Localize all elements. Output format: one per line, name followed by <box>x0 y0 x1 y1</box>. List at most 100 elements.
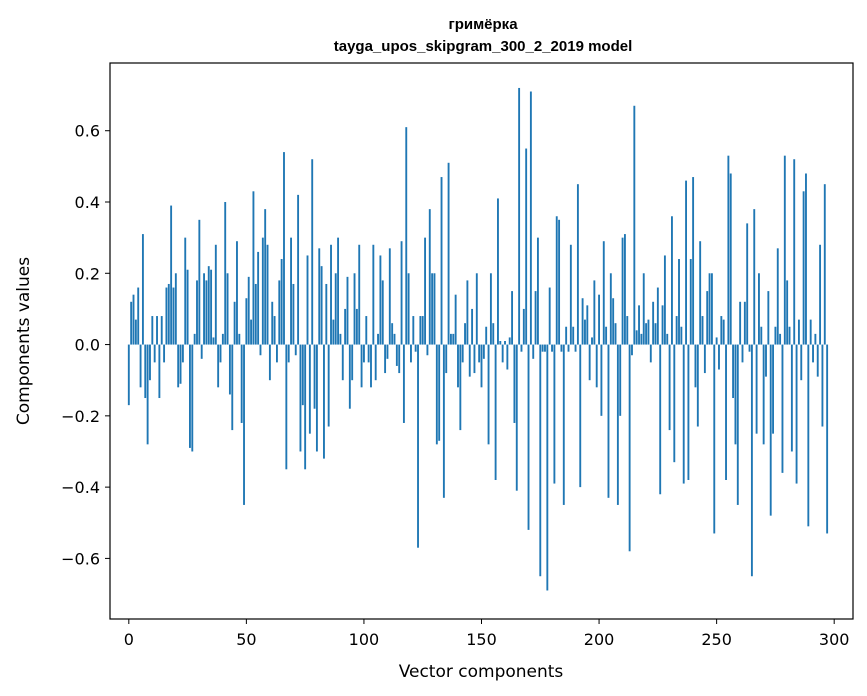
bar <box>612 298 615 345</box>
bar <box>137 287 140 345</box>
bar <box>565 326 568 345</box>
bar <box>464 323 466 345</box>
bar <box>666 333 669 345</box>
bar <box>457 344 459 388</box>
bar <box>132 294 135 345</box>
bar <box>701 316 704 345</box>
bar <box>435 344 438 445</box>
bar <box>473 344 476 374</box>
bar <box>769 344 772 516</box>
bar <box>238 333 241 345</box>
bar <box>181 344 184 363</box>
bar <box>179 344 182 384</box>
bar <box>214 244 217 345</box>
bar <box>318 248 321 345</box>
bar <box>191 344 194 452</box>
bar <box>344 308 347 345</box>
bar <box>819 244 822 345</box>
bar <box>586 305 589 345</box>
bar <box>468 344 471 377</box>
bar <box>280 259 283 345</box>
bar <box>355 308 358 345</box>
bar <box>776 248 779 345</box>
bar <box>619 344 622 416</box>
bar <box>268 344 271 381</box>
bar <box>579 344 582 488</box>
bar <box>266 244 269 345</box>
bar <box>713 344 716 534</box>
x-axis-ticks: 0 50 100 150 200 250 300 <box>124 619 849 649</box>
bar <box>207 266 210 345</box>
bar <box>189 344 191 448</box>
bar <box>497 198 499 345</box>
bar <box>795 344 798 484</box>
bar <box>402 344 405 423</box>
bar <box>407 273 410 345</box>
bar <box>294 344 297 356</box>
bar <box>243 344 245 505</box>
bar <box>485 326 488 345</box>
bar <box>419 316 422 345</box>
bar <box>480 344 483 388</box>
bar <box>736 344 739 505</box>
bar <box>501 344 504 363</box>
bar <box>447 162 450 345</box>
bar <box>370 344 372 388</box>
bar <box>304 344 307 470</box>
bar <box>694 344 697 388</box>
bar <box>228 344 231 395</box>
bar <box>593 280 596 345</box>
bar <box>186 269 189 345</box>
bar <box>273 316 276 345</box>
bar <box>292 283 295 345</box>
bar <box>562 344 565 505</box>
bar <box>504 341 506 345</box>
bar <box>438 344 441 441</box>
bar <box>231 344 234 431</box>
bar <box>718 344 720 370</box>
bar <box>489 273 492 345</box>
bar <box>494 344 497 480</box>
bar <box>640 333 643 345</box>
bar <box>177 344 180 388</box>
bar <box>553 344 556 484</box>
bar <box>741 344 744 363</box>
bar <box>781 344 784 473</box>
bar <box>146 344 149 445</box>
bar <box>301 344 304 406</box>
bar <box>734 344 737 445</box>
bar <box>184 237 187 345</box>
bar <box>405 127 408 345</box>
bar <box>522 308 525 345</box>
bar <box>807 344 810 527</box>
bar <box>426 344 429 356</box>
bar <box>826 344 829 534</box>
bar <box>130 301 133 345</box>
bar <box>170 205 173 345</box>
bar <box>680 326 683 345</box>
bar <box>499 341 502 345</box>
bar <box>315 344 318 452</box>
bar <box>567 344 570 352</box>
bar <box>699 241 702 345</box>
bar <box>313 344 316 409</box>
y-tick-label: 0.2 <box>75 264 100 283</box>
bar <box>529 91 532 345</box>
bar <box>797 319 800 345</box>
bar <box>167 283 170 345</box>
bar <box>696 344 699 427</box>
bar <box>363 344 365 363</box>
bar <box>217 344 220 388</box>
bar <box>381 280 384 345</box>
bar <box>144 344 147 399</box>
bar <box>163 344 166 363</box>
bar <box>576 184 579 345</box>
bar <box>569 244 572 345</box>
bar <box>715 337 718 345</box>
bar <box>245 298 248 345</box>
bar <box>649 344 652 363</box>
bar <box>337 237 340 345</box>
bar <box>628 344 631 552</box>
bar <box>555 216 558 345</box>
bar <box>758 273 760 345</box>
